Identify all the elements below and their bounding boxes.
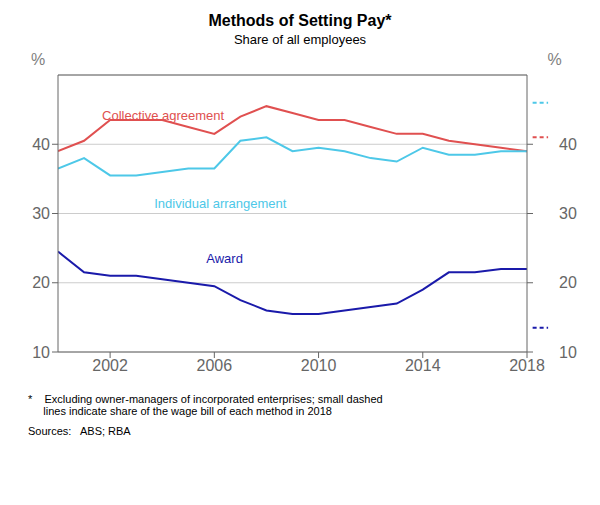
- svg-text:Collective agreement: Collective agreement: [102, 108, 225, 123]
- svg-text:2014: 2014: [405, 357, 441, 374]
- svg-text:%: %: [547, 51, 561, 68]
- svg-text:10: 10: [32, 344, 50, 361]
- svg-text:20: 20: [32, 274, 50, 291]
- html-text:Sources: ABS; RBA: Sources: ABS; RBA: [28, 425, 131, 437]
- svg-text:40: 40: [32, 136, 50, 153]
- svg-text:Award: Award: [206, 251, 243, 266]
- svg-text:20: 20: [559, 274, 577, 291]
- svg-text:10: 10: [559, 344, 577, 361]
- html-text:Share of all employees: Share of all employees: [233, 32, 367, 47]
- svg-text:2010: 2010: [301, 357, 337, 374]
- html-text:Methods of Setting Pay*: Methods of Setting Pay*: [208, 12, 392, 29]
- html-text:* Excluding owner-managers of: * Excluding owner-managers of incorporat…: [28, 393, 383, 417]
- svg-text:2018: 2018: [509, 357, 545, 374]
- svg-text:Individual arrangement: Individual arrangement: [154, 196, 287, 211]
- svg-text:%: %: [31, 51, 45, 68]
- svg-text:30: 30: [32, 205, 50, 222]
- svg-text:30: 30: [559, 205, 577, 222]
- svg-text:2002: 2002: [92, 357, 128, 374]
- svg-text:40: 40: [559, 136, 577, 153]
- svg-text:2006: 2006: [197, 357, 233, 374]
